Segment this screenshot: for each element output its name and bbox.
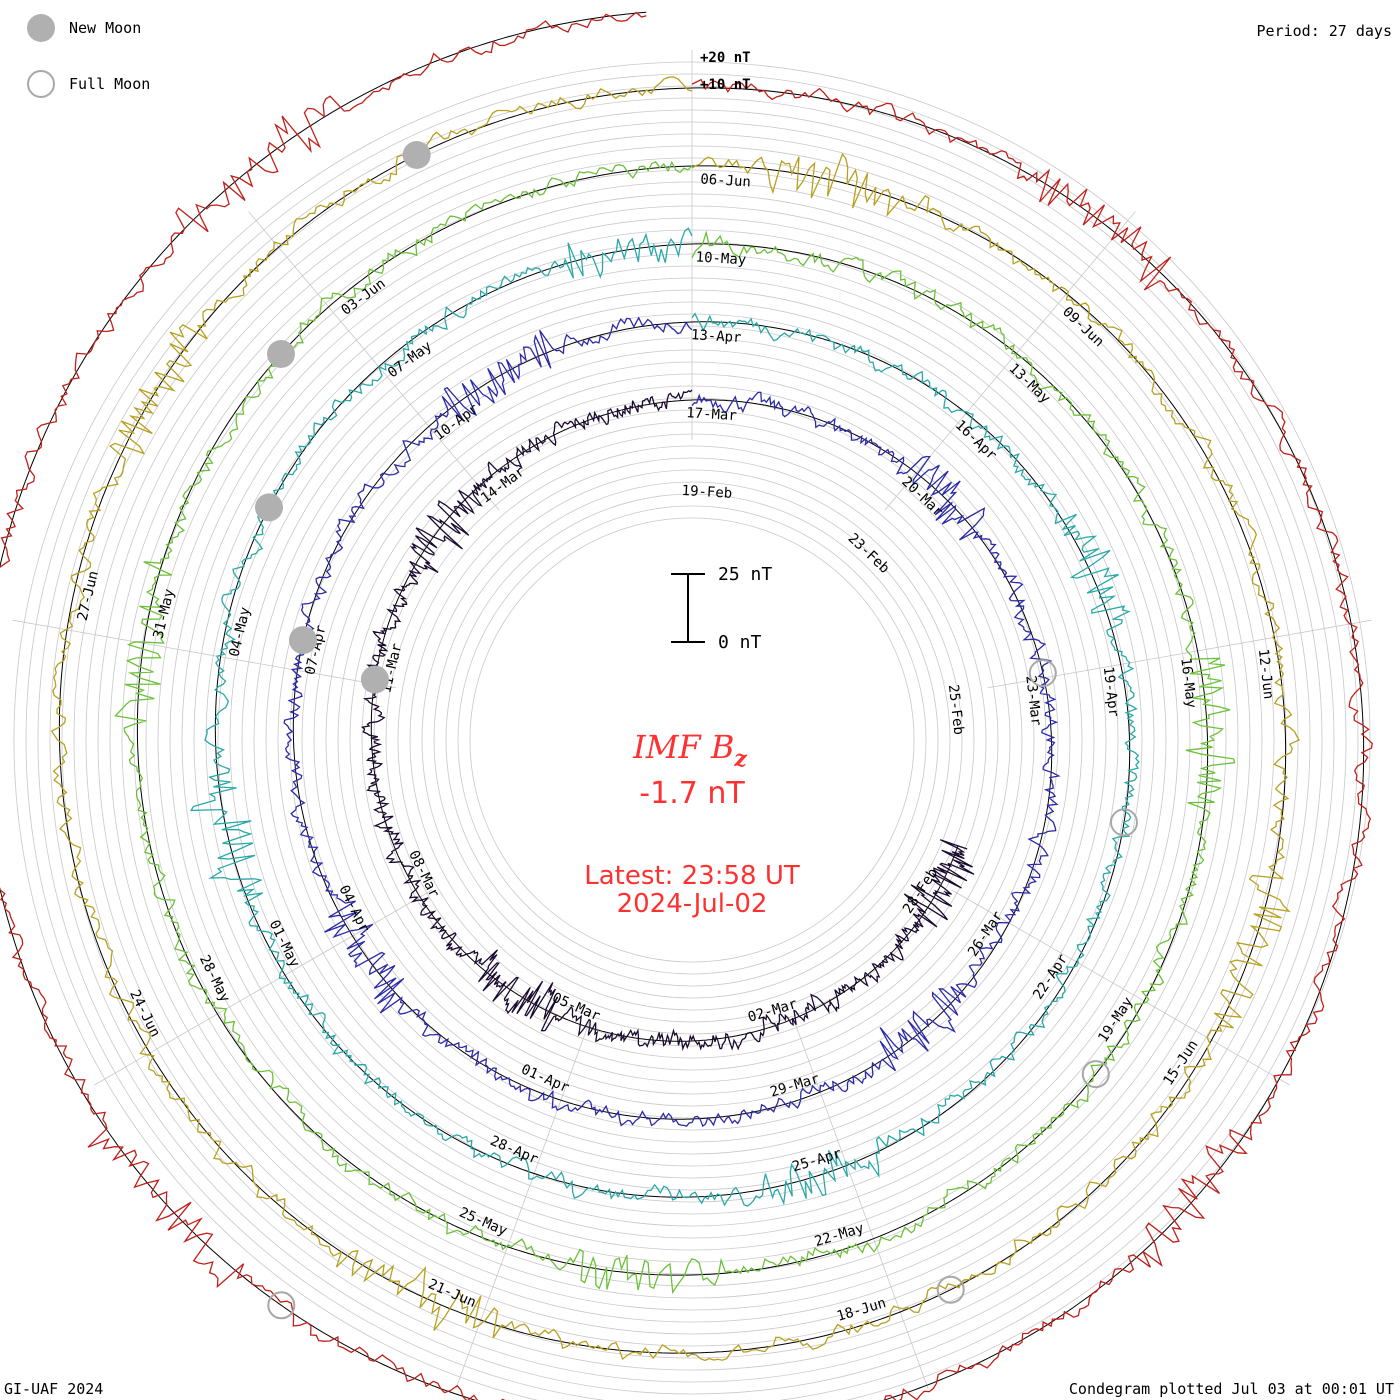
grid-spoke <box>248 211 500 511</box>
new-moon-marker <box>255 493 283 522</box>
date-label: 19-Apr <box>1100 666 1122 718</box>
full-moon-marker <box>1110 808 1138 837</box>
date-label: 28-May <box>196 953 233 1005</box>
date-label: 17-Mar <box>686 405 737 424</box>
date-label: 15-Jun <box>1160 1037 1201 1088</box>
grid-ring <box>469 517 915 963</box>
scale-bar-bottom-label: 0 nT <box>718 632 762 653</box>
chart-title-sub: z <box>733 746 747 772</box>
date-label: 13-Apr <box>690 327 741 346</box>
baseline-1 <box>370 399 959 1042</box>
date-label: 18-Jun <box>835 1295 888 1325</box>
date-label: 31-May <box>151 587 178 640</box>
new-moon-marker <box>289 626 317 655</box>
date-label: 10-May <box>695 249 746 268</box>
series-line-1 <box>360 389 975 1052</box>
date-label: 23-Feb <box>845 530 893 576</box>
date-label: 10-Apr <box>431 401 481 444</box>
full-moon-marker <box>1081 1060 1110 1089</box>
chart-title: IMF Bz <box>632 728 747 772</box>
full-moon-marker <box>936 1275 965 1304</box>
series-line-4 <box>114 160 1236 1295</box>
baseline-spiral <box>0 11 1365 1400</box>
series-line-6 <box>0 11 1373 1400</box>
grid-ring <box>445 493 939 987</box>
top-scale-label-10: +10 nT <box>700 77 751 93</box>
full-moon-icon <box>27 70 55 98</box>
latest-date: 2024-Jul-02 <box>617 889 768 919</box>
date-label: 28-Apr <box>488 1133 541 1168</box>
date-label: 29-Mar <box>768 1071 821 1101</box>
baseline-5 <box>58 87 1287 1354</box>
period-label: Period: 27 days <box>1256 22 1392 40</box>
grid-spoke <box>987 619 1372 689</box>
date-label: 16-May <box>1177 657 1199 709</box>
legend-new-moon-label: New Moon <box>69 19 142 37</box>
center-info: IMF Bz -1.7 nT Latest: 23:58 UT 2024-Jul… <box>584 728 800 919</box>
date-label: 19-Feb <box>681 483 732 502</box>
baseline-6 <box>0 11 1365 1400</box>
chart-title-main: IMF B <box>632 728 734 766</box>
series-line-5 <box>50 76 1301 1362</box>
date-label: 24-Jun <box>126 988 163 1040</box>
legend-new-moon: New Moon <box>27 14 141 42</box>
baseline-4 <box>136 165 1209 1276</box>
date-label: 13-May <box>1006 361 1054 407</box>
grid-spoke <box>884 211 1136 511</box>
grid-ring <box>421 469 963 1011</box>
grid-ring <box>433 481 951 999</box>
moon-markers <box>255 141 1138 1320</box>
date-label: 08-Mar <box>405 848 442 900</box>
legend-full-moon-label: Full Moon <box>69 75 151 93</box>
full-moon-marker <box>267 1291 296 1320</box>
current-value: -1.7 nT <box>639 776 745 811</box>
series-layer <box>0 11 1373 1400</box>
date-label: 02-Mar <box>746 996 799 1026</box>
date-label: 25-Apr <box>790 1146 843 1176</box>
full-moon-marker <box>1028 659 1057 688</box>
date-label: 16-Apr <box>952 417 1000 463</box>
grid-spoke <box>455 1021 590 1389</box>
new-moon-icon <box>27 14 55 42</box>
date-label: 22-Apr <box>1030 951 1071 1002</box>
scale-bar: 25 nT 0 nT <box>671 564 772 653</box>
grid-ring <box>409 457 975 1023</box>
new-moon-marker <box>402 141 431 169</box>
date-label: 01-Apr <box>519 1062 572 1097</box>
grid-ring <box>457 505 927 975</box>
scale-bar-top-label: 25 nT <box>718 564 772 585</box>
grid-ring <box>397 445 987 1035</box>
date-label: 12-Jun <box>1255 648 1277 700</box>
date-label: 25-Feb <box>945 684 967 736</box>
date-label: 06-Jun <box>700 172 751 191</box>
date-label: 04-Apr <box>335 883 372 935</box>
new-moon-marker <box>360 665 389 694</box>
grid-spoke <box>12 619 397 689</box>
date-label: 09-Jun <box>1059 304 1107 350</box>
baseline-3 <box>214 243 1131 1198</box>
grid-spokes <box>12 50 1372 1389</box>
legend-full-moon: Full Moon <box>27 70 150 98</box>
latest-time: Latest: 23:58 UT <box>584 861 800 891</box>
top-scale-label-20: +20 nT <box>700 50 751 66</box>
new-moon-marker <box>267 340 295 368</box>
date-label: 20-Mar <box>898 474 946 520</box>
series-line-2 <box>283 316 1061 1128</box>
date-label: 23-Mar <box>1022 675 1044 727</box>
credit-label: GI-UAF 2024 <box>4 1380 104 1398</box>
grid-spoke <box>794 1021 929 1389</box>
grid-spoke <box>94 889 433 1086</box>
plotted-label: Condegram plotted Jul 03 at 00:01 UT <box>1068 1380 1394 1398</box>
date-label: 07-May <box>385 338 435 381</box>
